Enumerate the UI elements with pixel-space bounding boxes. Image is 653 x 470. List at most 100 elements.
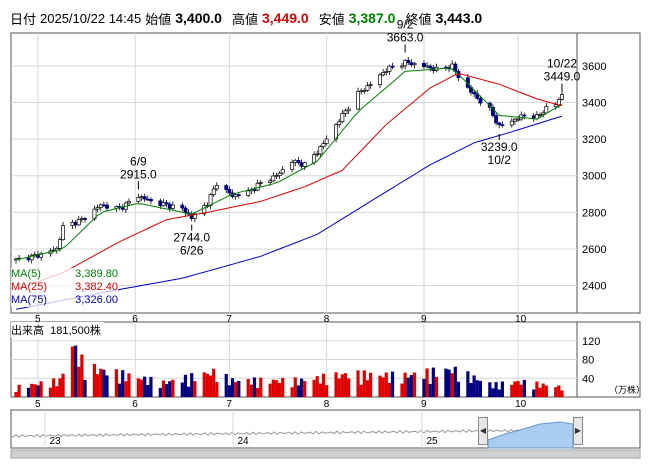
candle-body — [76, 219, 81, 226]
candle-body — [211, 188, 216, 195]
candle-body — [296, 159, 301, 164]
volume-bar — [450, 373, 454, 397]
volume-bar — [491, 388, 495, 397]
volume-bar — [183, 374, 188, 397]
ma25-value: 3,382.40 — [75, 281, 118, 293]
volume-bar — [334, 372, 338, 397]
volume-unit-label: （万株） — [609, 384, 645, 395]
candle-body — [274, 175, 279, 177]
volume-bar — [347, 378, 351, 397]
candle-body — [148, 199, 153, 202]
price-tick-label: 3400 — [582, 98, 606, 110]
candle-body — [164, 202, 169, 205]
volume-bar — [475, 380, 479, 397]
candle-body — [494, 115, 499, 124]
candle-body — [208, 194, 213, 206]
candle-body — [321, 143, 326, 147]
month-label: 10 — [515, 399, 527, 410]
annotation-value: 3663.0 — [387, 30, 424, 44]
annotation-value: 2915.0 — [120, 167, 157, 181]
ma5-value: 3,389.80 — [75, 268, 118, 280]
candle-body — [472, 92, 477, 95]
volume-bar — [55, 386, 59, 397]
volume-bar — [127, 373, 131, 397]
volume-bar — [488, 382, 492, 397]
candle-body — [158, 200, 163, 207]
volume-bar — [444, 368, 448, 397]
price-tick-label: 2600 — [582, 244, 606, 256]
volume-bar — [268, 383, 272, 397]
candle-body — [491, 107, 495, 116]
volume-bar — [312, 379, 316, 397]
candle-body — [227, 189, 232, 194]
volume-bar — [61, 373, 65, 397]
interval-label: 日付 — [10, 11, 37, 27]
volume-bar — [532, 389, 536, 397]
annotation-value: 3239.0 — [481, 140, 518, 154]
volume-bar — [425, 368, 429, 397]
candle-body — [142, 196, 147, 200]
volume-bar — [230, 378, 235, 397]
candle-body — [255, 182, 260, 191]
volume-bar — [321, 373, 326, 397]
candle-body — [161, 202, 166, 207]
volume-bar — [303, 381, 307, 397]
annotation-date: 6/26 — [180, 244, 204, 258]
volume-bar — [325, 385, 329, 397]
volume-bar — [171, 379, 175, 397]
volume-bar — [205, 373, 210, 397]
navigator-line — [12, 428, 569, 439]
navigator-frame — [10, 409, 641, 449]
annotation-date: 6/9 — [130, 154, 147, 168]
volume-bar — [259, 377, 263, 397]
annotation-date: 10/2 — [488, 153, 512, 167]
close-label: 終値 — [405, 11, 432, 27]
annotation-value: 3449.0 — [544, 70, 581, 84]
month-label: 8 — [324, 314, 330, 325]
volume-bar — [33, 384, 37, 397]
candle-body — [280, 169, 285, 174]
ma-line-ma25 — [15, 73, 563, 290]
volume-tick-label: 80 — [582, 355, 594, 367]
candle-body — [224, 185, 229, 190]
volume-bar — [227, 385, 231, 397]
volume-bar — [497, 389, 501, 397]
candle-body — [356, 90, 360, 110]
volume-bar — [535, 381, 539, 397]
candle-body — [105, 204, 109, 209]
volume-bar — [519, 384, 523, 397]
candle-body — [98, 204, 103, 208]
candle-body — [236, 194, 241, 197]
volume-bar — [246, 378, 250, 397]
volume-bar — [256, 388, 260, 397]
volume-bar — [212, 368, 216, 397]
candle-body — [293, 159, 298, 163]
navigator-selection — [487, 421, 574, 449]
volume-bar — [121, 370, 125, 397]
navigator-year-label: 24 — [237, 436, 249, 447]
candle-body — [136, 196, 141, 202]
price-tick-label: 3200 — [582, 134, 606, 146]
navigator-right-handle[interactable]: ▶ — [573, 417, 583, 445]
volume-label: 出来高 — [11, 325, 44, 337]
price-tick-label: 3600 — [582, 61, 606, 73]
candle-body — [340, 113, 345, 123]
volume-bar — [39, 381, 43, 397]
candle-body — [516, 118, 521, 121]
annotation-value: 2744.0 — [173, 231, 210, 245]
candle-body — [258, 182, 263, 184]
candle-body — [421, 63, 426, 67]
volume-bar — [409, 375, 413, 397]
volume-bar — [146, 384, 150, 397]
volume-bar — [538, 387, 542, 397]
volume-bar — [337, 378, 341, 397]
volume-bar — [469, 382, 473, 397]
volume-bar — [453, 366, 457, 397]
volume-bar — [36, 385, 40, 397]
low-label: 安値 — [318, 11, 345, 27]
navigator-left-handle[interactable]: ◀ — [478, 417, 488, 445]
candle-body — [478, 98, 483, 104]
volume-bar — [274, 380, 279, 397]
ma-line-ma5 — [15, 67, 563, 261]
